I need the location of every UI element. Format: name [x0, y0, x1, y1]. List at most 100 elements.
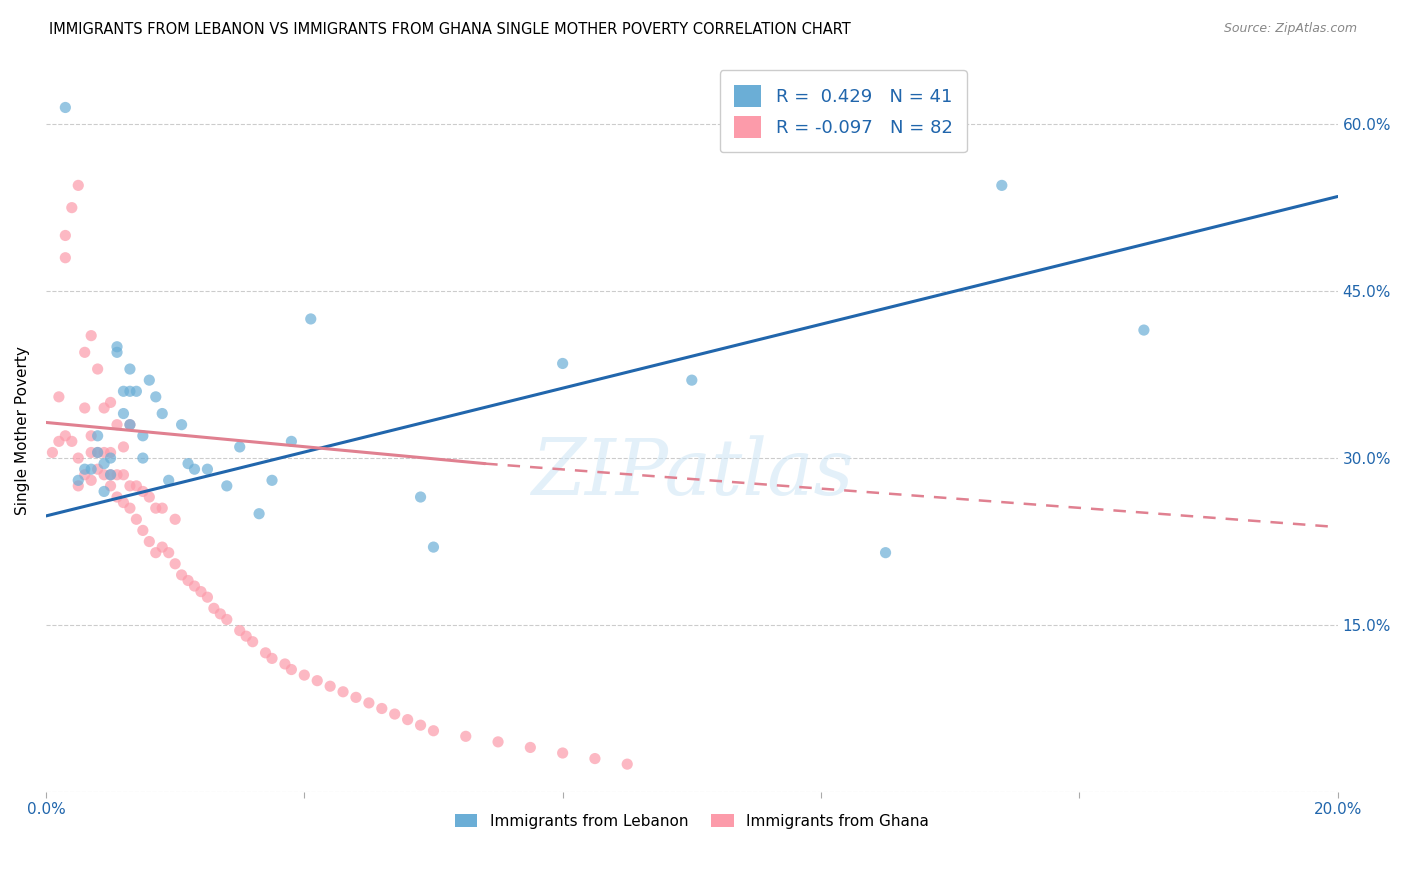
Y-axis label: Single Mother Poverty: Single Mother Poverty — [15, 346, 30, 515]
Text: IMMIGRANTS FROM LEBANON VS IMMIGRANTS FROM GHANA SINGLE MOTHER POVERTY CORRELATI: IMMIGRANTS FROM LEBANON VS IMMIGRANTS FR… — [49, 22, 851, 37]
Point — [183, 579, 205, 593]
Point — [125, 384, 148, 399]
Point — [150, 407, 173, 421]
Point — [307, 673, 329, 688]
Point — [118, 362, 141, 376]
Point — [332, 685, 354, 699]
Point — [48, 390, 70, 404]
Point — [260, 473, 283, 487]
Point — [67, 479, 90, 493]
Point — [80, 473, 103, 487]
Point — [93, 457, 115, 471]
Point — [138, 534, 160, 549]
Point — [583, 751, 606, 765]
Point — [118, 417, 141, 432]
Point — [41, 445, 63, 459]
Point — [202, 601, 225, 615]
Point — [344, 690, 367, 705]
Point — [93, 445, 115, 459]
Point — [73, 401, 96, 415]
Point — [486, 735, 509, 749]
Point — [138, 373, 160, 387]
Point — [105, 490, 128, 504]
Point — [157, 546, 180, 560]
Point — [551, 356, 574, 370]
Point — [190, 584, 212, 599]
Point — [228, 440, 250, 454]
Point — [80, 445, 103, 459]
Point — [100, 445, 122, 459]
Point — [125, 512, 148, 526]
Point — [53, 429, 76, 443]
Text: Source: ZipAtlas.com: Source: ZipAtlas.com — [1223, 22, 1357, 36]
Point — [228, 624, 250, 638]
Point — [197, 590, 219, 604]
Point — [145, 501, 167, 516]
Point — [170, 568, 193, 582]
Point — [86, 429, 108, 443]
Point — [183, 462, 205, 476]
Point — [177, 574, 200, 588]
Point — [409, 490, 432, 504]
Point — [67, 473, 90, 487]
Point — [100, 395, 122, 409]
Point — [274, 657, 297, 671]
Point — [67, 178, 90, 193]
Point — [209, 607, 232, 621]
Point — [86, 445, 108, 459]
Point — [100, 451, 122, 466]
Point — [73, 462, 96, 476]
Point — [93, 467, 115, 482]
Point — [80, 429, 103, 443]
Point — [100, 467, 122, 482]
Point — [100, 467, 122, 482]
Point — [105, 417, 128, 432]
Point — [150, 501, 173, 516]
Point — [93, 484, 115, 499]
Point — [991, 178, 1014, 193]
Point — [1133, 323, 1156, 337]
Point — [118, 417, 141, 432]
Point — [73, 345, 96, 359]
Point — [53, 228, 76, 243]
Point — [60, 434, 83, 449]
Point — [105, 345, 128, 359]
Point — [118, 501, 141, 516]
Point — [235, 629, 257, 643]
Point — [112, 384, 135, 399]
Point — [280, 663, 302, 677]
Point — [80, 328, 103, 343]
Legend: Immigrants from Lebanon, Immigrants from Ghana: Immigrants from Lebanon, Immigrants from… — [449, 807, 935, 835]
Point — [112, 495, 135, 509]
Point — [519, 740, 541, 755]
Point — [118, 384, 141, 399]
Point — [409, 718, 432, 732]
Point — [157, 473, 180, 487]
Point — [357, 696, 380, 710]
Point — [170, 417, 193, 432]
Point — [197, 462, 219, 476]
Point — [132, 429, 155, 443]
Point — [371, 701, 394, 715]
Point — [112, 467, 135, 482]
Point — [384, 707, 406, 722]
Point — [145, 546, 167, 560]
Point — [93, 401, 115, 415]
Point — [215, 612, 238, 626]
Point — [53, 100, 76, 114]
Point — [118, 479, 141, 493]
Point — [177, 457, 200, 471]
Point — [422, 723, 444, 738]
Point — [396, 713, 419, 727]
Point — [60, 201, 83, 215]
Point — [551, 746, 574, 760]
Point — [73, 467, 96, 482]
Point — [454, 729, 477, 743]
Point — [215, 479, 238, 493]
Point — [138, 490, 160, 504]
Point — [53, 251, 76, 265]
Point — [616, 757, 638, 772]
Point — [48, 434, 70, 449]
Point — [260, 651, 283, 665]
Point — [132, 484, 155, 499]
